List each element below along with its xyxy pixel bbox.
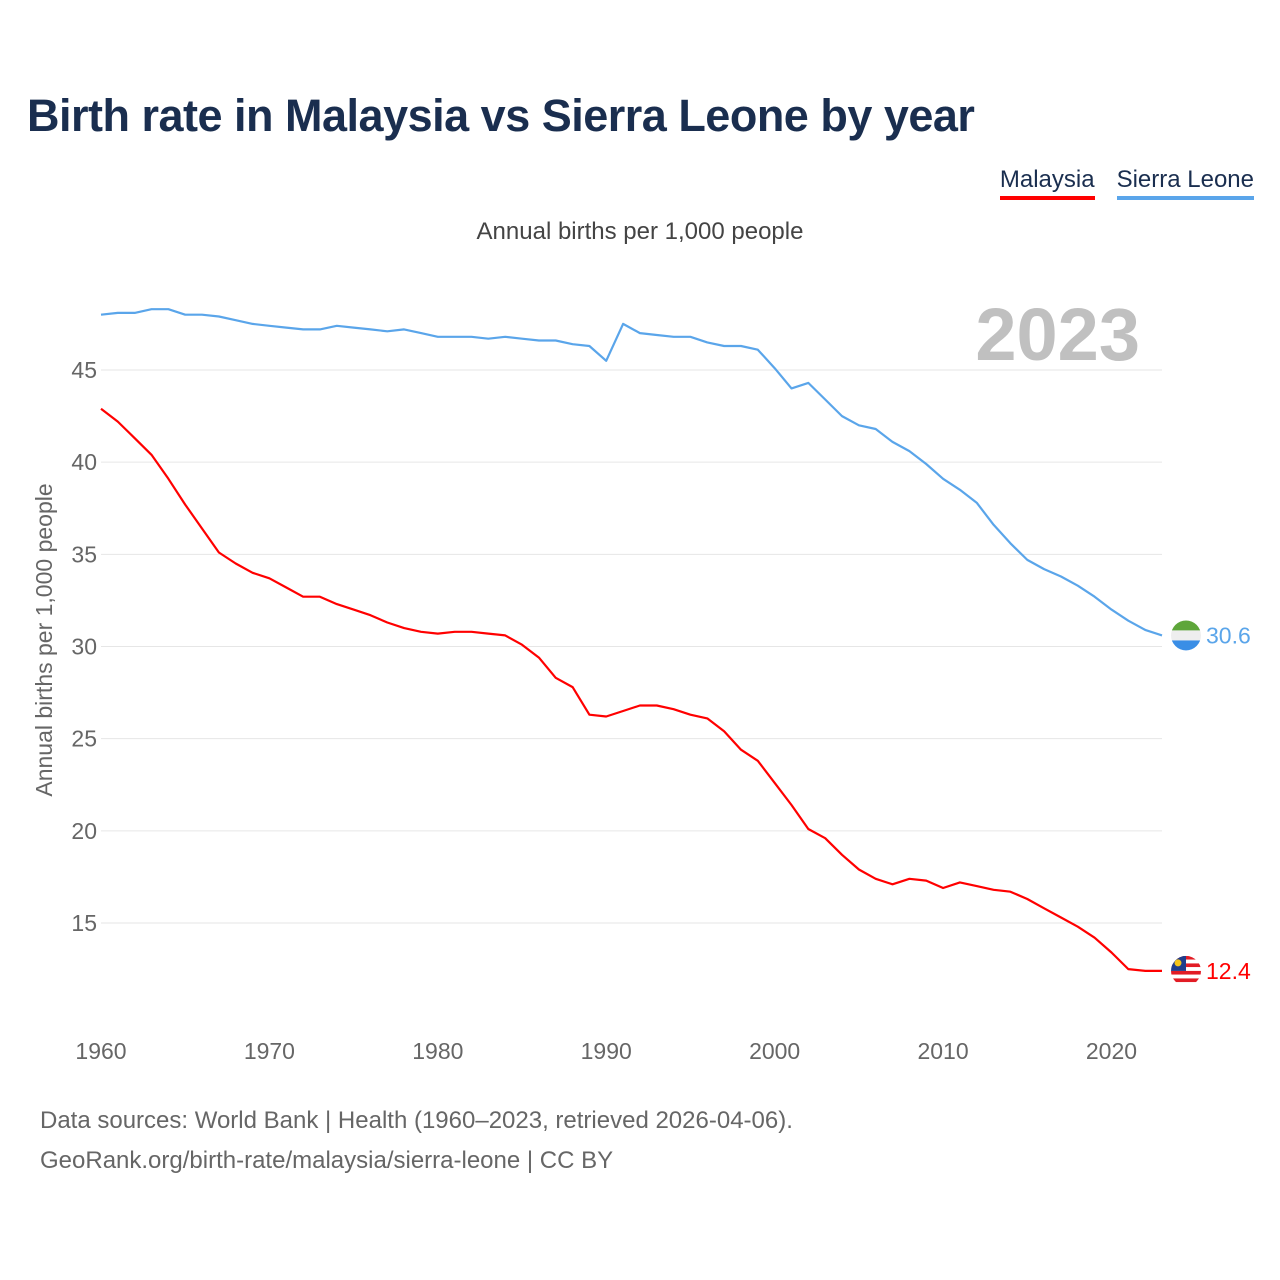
- x-tick-label: 2010: [917, 1038, 968, 1064]
- y-tick-label: 15: [71, 910, 97, 936]
- end-value-label: 12.4: [1206, 958, 1251, 984]
- flag-stripe: [1171, 978, 1201, 983]
- x-tick-label: 1980: [412, 1038, 463, 1064]
- chart-title: Birth rate in Malaysia vs Sierra Leone b…: [27, 90, 975, 141]
- y-tick-label: 45: [71, 357, 97, 383]
- flag-icon-malaysia: [1171, 955, 1201, 986]
- chart-subtitle: Annual births per 1,000 people: [476, 218, 804, 245]
- series-line-malaysia: [100, 407, 1162, 973]
- y-axis-label: Annual births per 1,000 people: [31, 483, 57, 796]
- flag-stripe: [1171, 640, 1201, 651]
- flag-stripe: [1171, 982, 1201, 986]
- x-tick-label: 1960: [75, 1038, 126, 1064]
- flag-stripe: [1171, 630, 1201, 641]
- y-tick-label: 40: [71, 449, 97, 475]
- series-line-sierra-leone: [100, 308, 1163, 637]
- y-tick-label: 30: [71, 634, 97, 660]
- x-tick-label: 1970: [244, 1038, 295, 1064]
- y-tick-label: 20: [71, 818, 97, 844]
- y-tick-label: 35: [71, 541, 97, 567]
- flag-star: [1174, 959, 1182, 967]
- year-watermark: 2023: [975, 293, 1140, 376]
- x-tick-label: 2020: [1086, 1038, 1137, 1064]
- x-tick-label: 1990: [581, 1038, 632, 1064]
- flag-icon-sierra-leone: [1171, 620, 1201, 651]
- flag-stripe: [1171, 620, 1201, 631]
- x-tick-label: 2000: [749, 1038, 800, 1064]
- legend: Malaysia Sierra Leone: [999, 166, 1254, 200]
- line-chart: 2023 Annual births per 1,000 people 15 20…: [31, 293, 1251, 1064]
- legend-item-sierra-leone[interactable]: Sierra Leone: [1116, 166, 1254, 200]
- flag-stripe: [1171, 970, 1201, 975]
- end-value-label: 30.6: [1206, 622, 1251, 648]
- legend-item-malaysia[interactable]: Malaysia: [999, 166, 1095, 200]
- source-link[interactable]: GeoRank.org/birth-rate/malaysia/sierra-l…: [40, 1147, 614, 1174]
- flag-stripe: [1171, 974, 1201, 979]
- source-line: Data sources: World Bank | Health (1960–…: [40, 1107, 793, 1134]
- y-tick-label: 25: [71, 726, 97, 752]
